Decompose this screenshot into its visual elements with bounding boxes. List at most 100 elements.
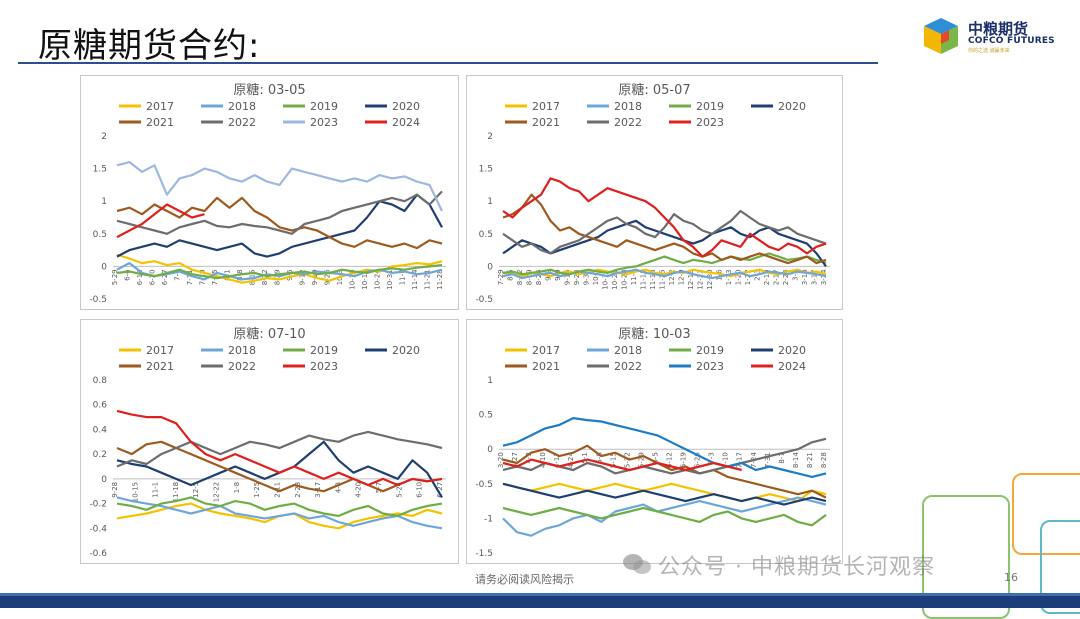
x-tick-label: 6-6 bbox=[124, 269, 132, 281]
series-line-2022 bbox=[502, 209, 827, 255]
x-tick-label: 6-19 bbox=[680, 452, 688, 468]
x-tick-label: 5-24 bbox=[395, 481, 403, 497]
x-tick-label: 4-20 bbox=[355, 482, 363, 498]
y-tick-label: -0.5 bbox=[475, 295, 493, 305]
x-tick-label: 10-31 bbox=[386, 269, 394, 289]
x-tick-label: 12-9 bbox=[678, 269, 686, 285]
page-number: 16 bbox=[1004, 571, 1018, 584]
decorative-frame-orange bbox=[1012, 473, 1080, 555]
x-tick-label: 12-2 bbox=[668, 269, 676, 285]
chart-panel-03-05: 原糖: 03-05 2017 2018 2019 2020 2021 2022 2023 202… bbox=[80, 75, 459, 310]
x-tick-label: 5-1 bbox=[581, 452, 589, 463]
legend-label: 2018 bbox=[228, 100, 256, 113]
x-tick-label: 11-28 bbox=[436, 269, 444, 289]
legend-label: 2017 bbox=[532, 100, 560, 113]
y-tick-label: 1 bbox=[101, 197, 107, 207]
x-tick-label: 11-21 bbox=[424, 269, 432, 289]
x-tick-label: 9-28 bbox=[111, 482, 119, 498]
x-tick-label: 12-22 bbox=[213, 482, 221, 502]
footer-accent bbox=[0, 593, 1080, 596]
x-tick-label: 2-28 bbox=[294, 482, 302, 498]
y-tick-label: 2 bbox=[487, 132, 493, 142]
x-tick-label: 8-28 bbox=[820, 452, 828, 468]
title-divider bbox=[18, 62, 878, 64]
legend-label: 2022 bbox=[614, 116, 642, 129]
x-tick-label: 11-14 bbox=[411, 269, 419, 290]
x-tick-label: 8-26 bbox=[535, 269, 543, 285]
y-tick-label: 0 bbox=[101, 475, 107, 485]
y-tick-label: 0 bbox=[487, 445, 493, 455]
series-line-2023 bbox=[116, 160, 443, 212]
y-tick-label: -0.2 bbox=[89, 500, 107, 510]
y-tick-label: 2 bbox=[101, 132, 107, 142]
x-tick-label: 1-20 bbox=[735, 269, 743, 285]
slide-title: 原糖期货合约: bbox=[38, 26, 261, 66]
series-line-2018 bbox=[116, 496, 443, 530]
x-tick-label: 7-3 bbox=[708, 452, 716, 463]
x-tick-label: 5-29 bbox=[111, 269, 119, 285]
legend-label: 2018 bbox=[614, 344, 642, 357]
cofco-cube-icon bbox=[924, 18, 958, 54]
x-tick-label: 9-16 bbox=[564, 269, 572, 285]
x-tick-label: 4-3 bbox=[525, 452, 533, 463]
x-tick-label: 9-26 bbox=[324, 269, 332, 285]
y-tick-label: -0.5 bbox=[475, 480, 493, 490]
chart-svg: 原糖: 05-07 2017 2018 2019 2020 2021 2022 2023 2 1.… bbox=[475, 82, 830, 305]
x-tick-label: 3-17 bbox=[811, 269, 819, 285]
x-tick-label: 6-10 bbox=[416, 482, 424, 498]
y-tick-label: -0.6 bbox=[89, 549, 107, 559]
x-tick-label: 7-11 bbox=[186, 269, 194, 285]
x-tick-label: 4-17 bbox=[553, 452, 561, 468]
legend-label: 2017 bbox=[146, 100, 174, 113]
series-line-2019 bbox=[116, 264, 443, 280]
risk-disclaimer: 请务必阅读风险揭示 bbox=[475, 573, 574, 586]
x-tick-label: 11-18 bbox=[649, 269, 657, 289]
legend-label: 2023 bbox=[310, 116, 338, 129]
legend-label: 2020 bbox=[392, 344, 420, 357]
y-tick-label: 1.5 bbox=[93, 165, 107, 175]
x-tick-label: 1-8 bbox=[233, 482, 241, 493]
x-tick-label: 8-7 bbox=[778, 452, 786, 463]
x-tick-label: 8-21 bbox=[806, 452, 814, 468]
legend-label: 2021 bbox=[146, 116, 174, 129]
series-line-2021 bbox=[116, 196, 443, 250]
series-line-2024 bbox=[116, 203, 205, 239]
series-line-2023 bbox=[502, 416, 827, 478]
series-line-2024 bbox=[502, 458, 742, 472]
series-line-2021 bbox=[502, 193, 827, 265]
series-line-2018 bbox=[116, 262, 443, 281]
x-tick-label: 7-29 bbox=[497, 269, 505, 285]
x-tick-label: 4-10 bbox=[539, 452, 547, 468]
x-tick-label: 11-25 bbox=[659, 269, 667, 289]
series-line-2018 bbox=[502, 496, 827, 537]
y-tick-label: 0.5 bbox=[479, 230, 493, 240]
x-tick-label: 3-3 bbox=[792, 269, 800, 280]
series-line-2019 bbox=[116, 496, 443, 517]
x-tick-label: 10-15 bbox=[131, 482, 139, 502]
y-tick-label: -0.4 bbox=[89, 524, 107, 534]
x-tick-label: 6-13 bbox=[136, 269, 144, 285]
x-tick-label: 5-15 bbox=[609, 452, 617, 468]
legend-label: 2024 bbox=[778, 360, 806, 373]
x-tick-label: 8-29 bbox=[274, 269, 282, 285]
chart-svg: 原糖: 07-10 2017 2018 2019 2020 2021 2022 2023 0.8… bbox=[89, 326, 446, 559]
x-tick-label: 1-13 bbox=[725, 269, 733, 285]
x-tick-label: 11-11 bbox=[640, 269, 648, 289]
x-tick-label: 11-1 bbox=[152, 482, 160, 498]
series-line-2021 bbox=[116, 440, 443, 493]
legend-label: 2020 bbox=[778, 100, 806, 113]
wechat-icon bbox=[623, 554, 651, 574]
legend-label: 2019 bbox=[310, 344, 338, 357]
x-tick-label: 10-17 bbox=[361, 269, 369, 289]
x-tick-label: 2-10 bbox=[763, 269, 771, 285]
logo-tagline: 你的之选 诚赢未来 bbox=[968, 48, 1010, 54]
legend-label: 2021 bbox=[146, 360, 174, 373]
legend-label: 2022 bbox=[228, 116, 256, 129]
x-tick-label: 10-24 bbox=[374, 269, 382, 290]
legend-label: 2019 bbox=[696, 100, 724, 113]
cofco-logo: 中粮期货 COFCO FUTURES 你的之选 诚赢未来 bbox=[920, 16, 1060, 56]
y-tick-label: 0.5 bbox=[479, 411, 493, 421]
x-tick-label: 11-7 bbox=[399, 269, 407, 285]
y-tick-label: 0 bbox=[487, 262, 493, 272]
x-tick-label: 3-20 bbox=[497, 452, 505, 468]
